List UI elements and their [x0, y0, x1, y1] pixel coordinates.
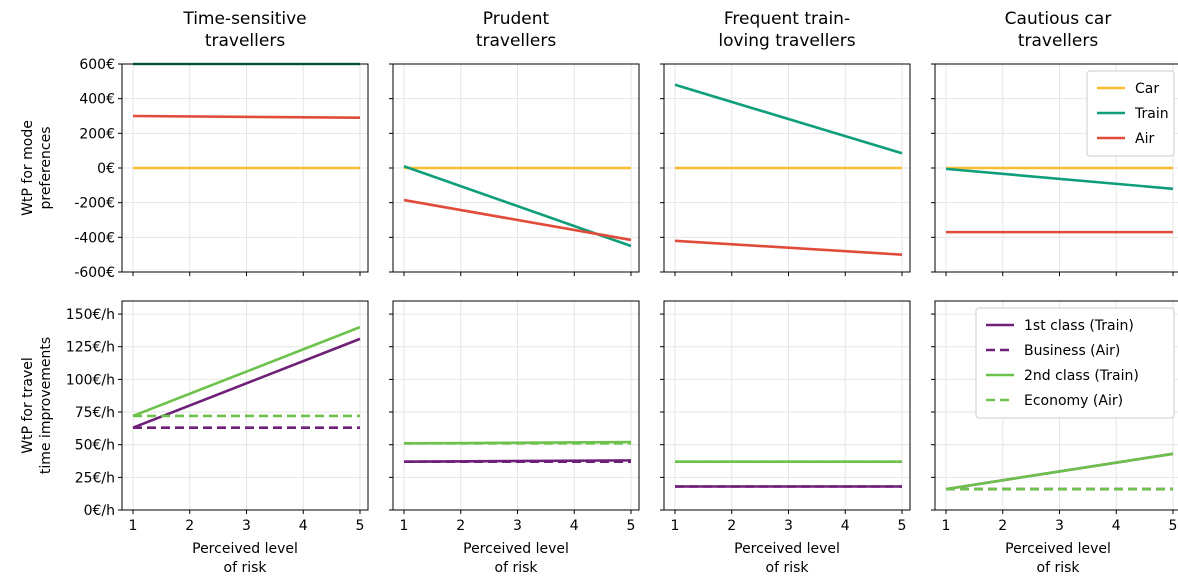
panel-title: loving travellers	[718, 31, 855, 51]
x-axis-label: Perceived level	[1005, 541, 1111, 557]
x-tick-label: 1	[129, 518, 138, 534]
x-axis-label: Perceived level	[734, 541, 840, 557]
x-axis-label: of risk	[766, 560, 810, 576]
chart-panel	[660, 63, 911, 276]
x-axis-label: Perceived level	[192, 541, 298, 557]
chart-panel: 0€/h 25€/h 50€/h 75€/h 100€/h 125€/h 150€/h 1 2 3…	[66, 300, 369, 576]
y-tick-label: 125€/h	[66, 340, 115, 356]
x-tick-label: 1	[400, 518, 409, 534]
x-tick-label: 4	[1112, 518, 1121, 534]
legend-label: Business (Air)	[1024, 343, 1120, 359]
y-axis-label: WtP for mode	[20, 120, 36, 216]
panel-title: Time-sensitive	[182, 9, 306, 29]
x-tick-label: 2	[998, 518, 1007, 534]
y-tick-label: 100€/h	[66, 372, 115, 388]
series-line	[945, 167, 1174, 191]
chart-panel: 1 2 3 4 5 Perceived level of risk	[660, 300, 911, 576]
legend-label: Car	[1135, 81, 1159, 97]
series-line	[132, 325, 361, 418]
x-tick-label: 2	[456, 518, 465, 534]
y-tick-label: 400€	[79, 92, 115, 108]
legend: Car Train Air	[1086, 70, 1175, 157]
x-tick-label: 3	[784, 518, 793, 534]
x-axis-label: of risk	[495, 560, 539, 576]
panel-frame	[121, 300, 369, 511]
legend-label: Air	[1135, 131, 1154, 147]
y-tick-label: 150€/h	[66, 307, 115, 323]
x-axis-label: Perceived level	[463, 541, 569, 557]
chart-panel	[389, 63, 640, 276]
x-tick-label: 2	[727, 518, 736, 534]
x-tick-label: 5	[1169, 518, 1178, 534]
x-axis-label: of risk	[224, 560, 268, 576]
y-axis-label: preferences	[38, 126, 54, 209]
x-tick-label: 4	[570, 518, 579, 534]
y-tick-label: 0€/h	[84, 503, 115, 519]
panel-title: travellers	[1018, 31, 1098, 51]
legend-label: 1st class (Train)	[1024, 318, 1134, 334]
panel-frame	[392, 300, 640, 511]
y-axis-label: time improvements	[38, 337, 54, 474]
panel-title: travellers	[205, 31, 285, 51]
x-tick-label: 5	[356, 518, 365, 534]
y-tick-label: 75€/h	[75, 405, 115, 421]
y-tick-label: -600€	[74, 265, 115, 281]
y-tick-label: 50€/h	[75, 438, 115, 454]
chart-panel: 1 2 3 4 5 Perceived level of risk	[389, 300, 640, 576]
series-line	[132, 337, 361, 429]
legend-label: Train	[1134, 106, 1169, 122]
panel-frame	[934, 300, 1178, 511]
y-tick-label: 600€	[79, 57, 115, 73]
series-line	[132, 114, 361, 120]
panel-title: travellers	[476, 31, 556, 51]
legend: 1st class (Train) Business (Air) 2nd class…	[975, 307, 1175, 419]
x-axis-label: of risk	[1037, 560, 1081, 576]
x-tick-label: 5	[627, 518, 636, 534]
panel-frame	[663, 300, 911, 511]
series-line	[945, 452, 1174, 491]
x-tick-label: 1	[942, 518, 951, 534]
x-tick-label: 1	[671, 518, 680, 534]
y-axis-label: WtP for travel	[20, 357, 36, 454]
series-line	[674, 83, 903, 155]
x-tick-label: 4	[299, 518, 308, 534]
y-tick-label: -200€	[74, 196, 115, 212]
y-tick-label: 0€	[97, 161, 115, 177]
x-tick-label: 3	[513, 518, 522, 534]
x-tick-label: 5	[898, 518, 907, 534]
x-tick-label: 2	[185, 518, 194, 534]
legend-frame	[975, 307, 1175, 419]
series-line	[403, 198, 632, 242]
legend-frame	[1086, 70, 1175, 157]
panel-title: Frequent train-	[724, 9, 850, 29]
panel-title: Prudent	[483, 9, 550, 29]
y-tick-label: -400€	[74, 230, 115, 246]
chart-panel: -600€ -400€ -200€ 0€ 200€ 400€ 600€	[74, 57, 369, 281]
y-tick-label: 200€	[79, 126, 115, 142]
series-line	[674, 239, 903, 256]
y-tick-label: 25€/h	[75, 470, 115, 486]
panel-title: Cautious car	[1005, 9, 1112, 29]
legend-label: 2nd class (Train)	[1024, 368, 1139, 384]
x-tick-label: 4	[841, 518, 850, 534]
x-tick-label: 3	[1055, 518, 1064, 534]
x-tick-label: 3	[242, 518, 251, 534]
legend-label: Economy (Air)	[1024, 393, 1123, 409]
